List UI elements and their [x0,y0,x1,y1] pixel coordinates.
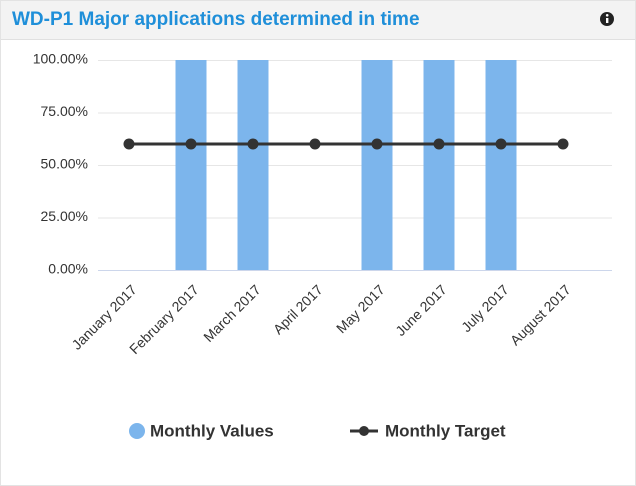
info-icon-dot[interactable] [605,14,609,17]
bar [175,60,207,270]
target-point [309,138,321,150]
y-tick-label: 75.00% [41,103,88,119]
target-point [371,138,383,150]
bar [423,60,455,270]
chart-title: WD-P1 Major applications determined in t… [12,9,420,30]
target-point [433,138,445,150]
bar [237,60,269,270]
y-tick-label: 25.00% [41,208,88,224]
legend-swatch [129,423,145,439]
legend-swatch-dot [359,426,369,436]
target-point [247,138,259,150]
bar [361,60,393,270]
target-point [123,138,135,150]
target-point [185,138,197,150]
target-point [495,138,507,150]
y-tick-label: 50.00% [41,156,88,172]
info-icon-stem[interactable] [606,18,609,23]
info-icon[interactable] [600,12,614,26]
legend-label: Monthly Target [385,421,506,440]
bar [485,60,517,270]
y-tick-label: 0.00% [48,261,88,277]
panel-header [1,1,635,39]
y-tick-label: 100.00% [33,51,88,67]
target-point [557,138,569,150]
legend-label: Monthly Values [150,421,274,440]
